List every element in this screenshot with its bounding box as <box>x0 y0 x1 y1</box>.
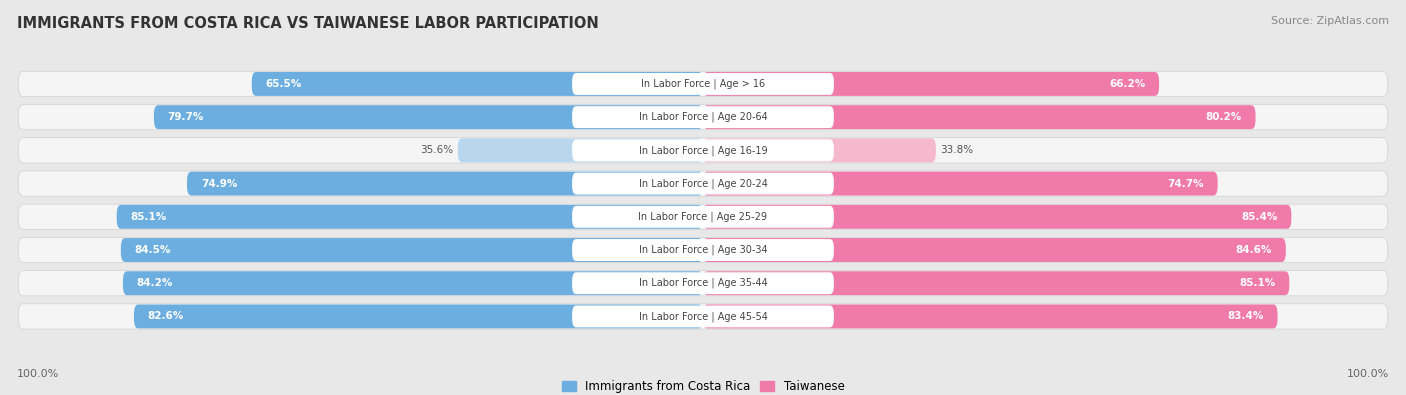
FancyBboxPatch shape <box>18 237 1388 263</box>
FancyBboxPatch shape <box>18 71 1388 96</box>
FancyBboxPatch shape <box>18 271 1388 296</box>
FancyBboxPatch shape <box>153 105 703 129</box>
Text: 84.5%: 84.5% <box>135 245 172 255</box>
FancyBboxPatch shape <box>187 171 703 196</box>
Text: 35.6%: 35.6% <box>420 145 454 155</box>
FancyBboxPatch shape <box>703 105 1256 129</box>
Text: In Labor Force | Age 16-19: In Labor Force | Age 16-19 <box>638 145 768 156</box>
FancyBboxPatch shape <box>18 138 1388 163</box>
Text: In Labor Force | Age 25-29: In Labor Force | Age 25-29 <box>638 212 768 222</box>
Text: In Labor Force | Age 35-44: In Labor Force | Age 35-44 <box>638 278 768 288</box>
FancyBboxPatch shape <box>252 72 703 96</box>
FancyBboxPatch shape <box>458 138 703 162</box>
Text: In Labor Force | Age 20-64: In Labor Force | Age 20-64 <box>638 112 768 122</box>
Legend: Immigrants from Costa Rica, Taiwanese: Immigrants from Costa Rica, Taiwanese <box>557 376 849 395</box>
FancyBboxPatch shape <box>18 105 1388 130</box>
Text: In Labor Force | Age > 16: In Labor Force | Age > 16 <box>641 79 765 89</box>
FancyBboxPatch shape <box>572 239 834 261</box>
Text: 74.7%: 74.7% <box>1167 179 1204 188</box>
FancyBboxPatch shape <box>122 271 703 295</box>
FancyBboxPatch shape <box>572 272 834 294</box>
Text: 83.4%: 83.4% <box>1227 311 1264 322</box>
Text: 80.2%: 80.2% <box>1205 112 1241 122</box>
FancyBboxPatch shape <box>134 305 703 328</box>
Text: In Labor Force | Age 30-34: In Labor Force | Age 30-34 <box>638 245 768 255</box>
FancyBboxPatch shape <box>703 238 1286 262</box>
Text: 84.2%: 84.2% <box>136 278 173 288</box>
FancyBboxPatch shape <box>572 139 834 161</box>
Text: Source: ZipAtlas.com: Source: ZipAtlas.com <box>1271 16 1389 26</box>
FancyBboxPatch shape <box>121 238 703 262</box>
FancyBboxPatch shape <box>117 205 703 229</box>
FancyBboxPatch shape <box>703 72 1159 96</box>
Text: 85.1%: 85.1% <box>1239 278 1275 288</box>
FancyBboxPatch shape <box>18 171 1388 196</box>
FancyBboxPatch shape <box>18 304 1388 329</box>
Text: 33.8%: 33.8% <box>941 145 973 155</box>
Text: IMMIGRANTS FROM COSTA RICA VS TAIWANESE LABOR PARTICIPATION: IMMIGRANTS FROM COSTA RICA VS TAIWANESE … <box>17 16 599 31</box>
Text: 65.5%: 65.5% <box>266 79 302 89</box>
FancyBboxPatch shape <box>572 173 834 195</box>
Text: 82.6%: 82.6% <box>148 311 184 322</box>
Text: 66.2%: 66.2% <box>1109 79 1146 89</box>
FancyBboxPatch shape <box>703 205 1291 229</box>
FancyBboxPatch shape <box>572 73 834 95</box>
Text: In Labor Force | Age 45-54: In Labor Force | Age 45-54 <box>638 311 768 322</box>
FancyBboxPatch shape <box>572 305 834 327</box>
FancyBboxPatch shape <box>703 138 936 162</box>
Text: In Labor Force | Age 20-24: In Labor Force | Age 20-24 <box>638 178 768 189</box>
FancyBboxPatch shape <box>572 106 834 128</box>
FancyBboxPatch shape <box>703 271 1289 295</box>
Text: 100.0%: 100.0% <box>17 369 59 379</box>
FancyBboxPatch shape <box>572 206 834 228</box>
FancyBboxPatch shape <box>703 305 1278 328</box>
Text: 85.4%: 85.4% <box>1241 212 1278 222</box>
Text: 84.6%: 84.6% <box>1236 245 1272 255</box>
Text: 100.0%: 100.0% <box>1347 369 1389 379</box>
Text: 85.1%: 85.1% <box>131 212 167 222</box>
FancyBboxPatch shape <box>18 204 1388 229</box>
FancyBboxPatch shape <box>703 171 1218 196</box>
Text: 74.9%: 74.9% <box>201 179 238 188</box>
Text: 79.7%: 79.7% <box>167 112 204 122</box>
